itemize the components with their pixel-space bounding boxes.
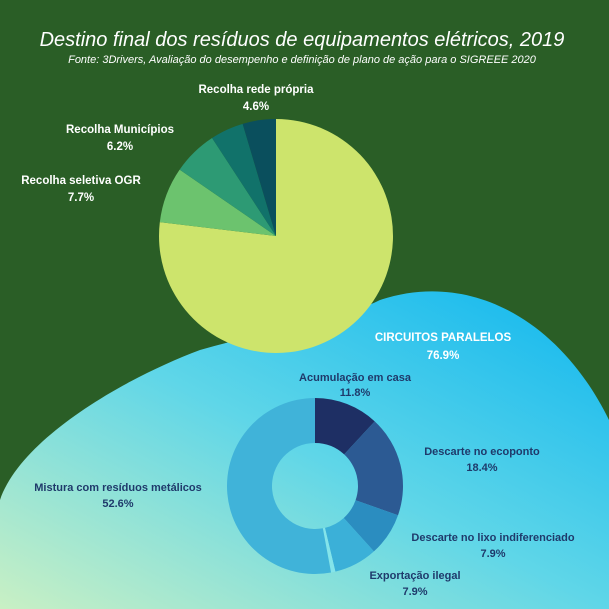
value-acumulacao: 11.8% <box>340 387 371 399</box>
pie-slice-recolha-seletiva-ogr <box>159 169 276 236</box>
value-exportacao: 7.9% <box>402 586 427 598</box>
pie-slice-recolha-municipios <box>179 138 276 236</box>
donut-slice-exportacao-ilegal <box>324 517 374 572</box>
label-lixo-indiferenciado: Descarte no lixo indiferenciado <box>411 532 574 544</box>
donut-slice-descarte-no-ecoponto <box>344 421 403 516</box>
value-lixo-indiferenciado: 7.9% <box>480 548 505 560</box>
value-seletiva-ogr: 7.7% <box>68 192 94 204</box>
label-acumulacao: Acumulação em casa <box>299 372 412 384</box>
pie-slice-unlabeled-4 <box>242 119 276 236</box>
background-blob <box>0 291 609 609</box>
donut-slice-unlabeled-4 <box>322 527 336 573</box>
value-circuitos-paralelos: 76.9% <box>427 350 460 362</box>
value-municipios: 6.2% <box>107 141 133 153</box>
value-ecoponto: 18.4% <box>466 462 497 474</box>
pie-slice-circuitos-paralelos <box>159 119 394 353</box>
label-mistura-metalicos: Mistura com resíduos metálicos <box>34 482 202 494</box>
value-mistura-metalicos: 52.6% <box>102 498 133 510</box>
label-seletiva-ogr: Recolha seletiva OGR <box>21 175 141 187</box>
label-exportacao: Exportação ilegal <box>369 570 460 582</box>
donut-slice-acumulacao-em-casa <box>315 398 375 455</box>
label-rede-propria: Recolha rede própria <box>198 84 314 96</box>
donut-circuitos-paralelos <box>226 398 403 574</box>
label-municipios: Recolha Municípios <box>66 124 174 136</box>
chart-title: Destino final dos resíduos de equipament… <box>40 29 565 51</box>
donut-slice-descarte-no-lixo-indiferenciado <box>343 500 399 552</box>
label-circuitos-paralelos: CIRCUITOS PARALELOS <box>375 332 512 344</box>
label-ecoponto: Descarte no ecoponto <box>424 446 540 458</box>
pie-destino-final <box>159 119 394 353</box>
value-rede-propria: 4.6% <box>243 101 269 113</box>
chart-subtitle: Fonte: 3Drivers, Avaliação do desempenho… <box>68 54 537 66</box>
pie-slice-recolha-rede-propria <box>212 123 276 236</box>
donut-slice-mistura-com-residuos-metalicos <box>226 398 332 574</box>
